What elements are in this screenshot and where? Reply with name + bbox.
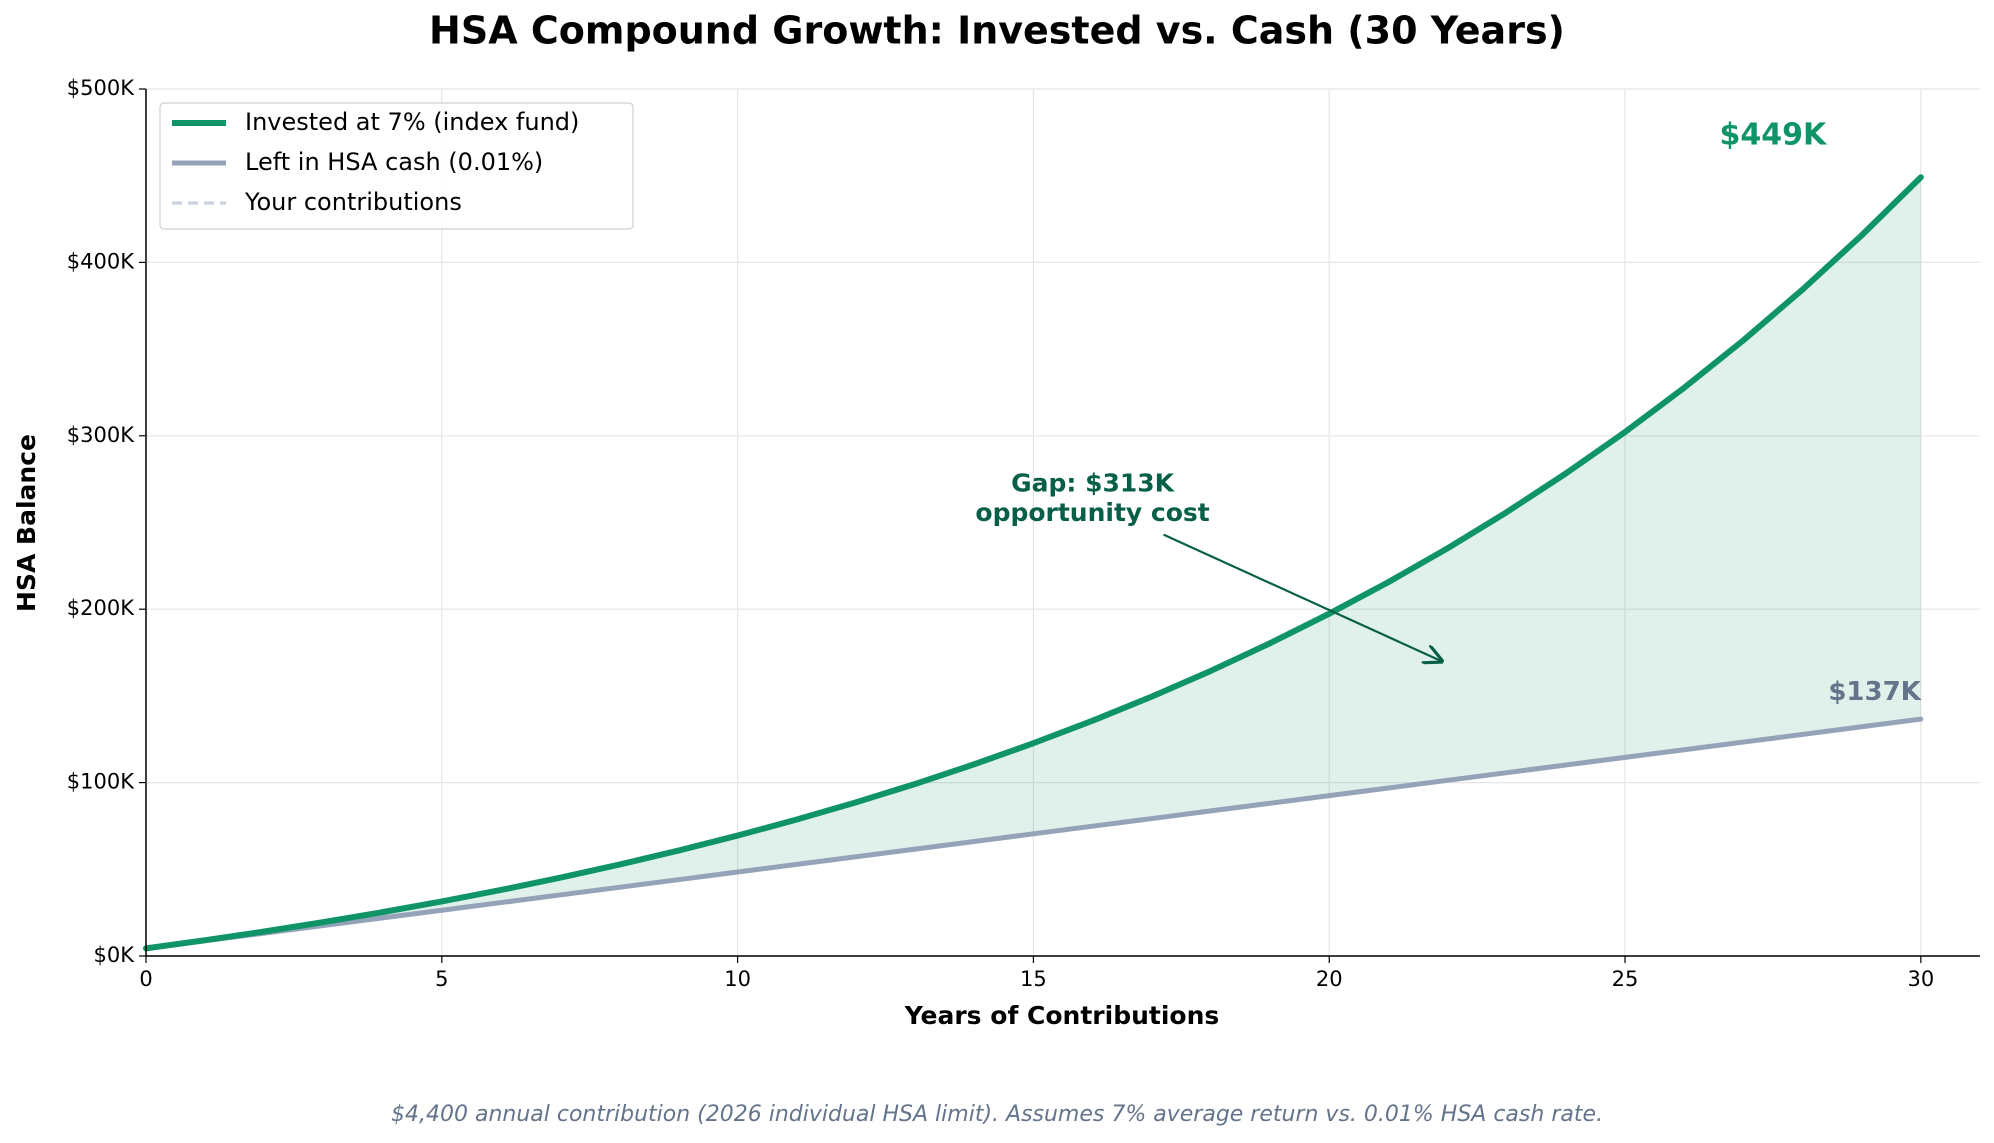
y-tick-label: $500K bbox=[67, 76, 135, 100]
chart-title: HSA Compound Growth: Invested vs. Cash (… bbox=[429, 9, 1565, 53]
series-line bbox=[143, 716, 1924, 951]
x-tick-label: 10 bbox=[724, 967, 751, 991]
y-tick-label: $100K bbox=[67, 770, 135, 794]
legend-label: Invested at 7% (index fund) bbox=[245, 108, 579, 136]
x-tick-label: 15 bbox=[1020, 967, 1047, 991]
x-tick-label: 25 bbox=[1612, 967, 1639, 991]
y-axis-label: HSA Balance bbox=[12, 434, 41, 612]
annotation: $449K bbox=[1720, 117, 1828, 152]
legend-label: Left in HSA cash (0.01%) bbox=[245, 148, 543, 176]
y-tick-label: $0K bbox=[94, 943, 136, 967]
annotation: opportunity cost bbox=[975, 498, 1209, 527]
x-tick-label: 5 bbox=[435, 967, 448, 991]
x-axis-label: Years of Contributions bbox=[904, 1001, 1220, 1030]
annotation: $137K bbox=[1828, 677, 1921, 707]
caption: $4,400 annual contribution (2026 individ… bbox=[391, 1102, 1603, 1127]
x-tick-label: 0 bbox=[139, 967, 152, 991]
annotation: Gap: $313K bbox=[1011, 468, 1176, 497]
legend: Invested at 7% (index fund) Left in HSA c… bbox=[159, 102, 634, 230]
x-tick-label: 30 bbox=[1907, 967, 1934, 991]
legend-label: Your contributions bbox=[244, 188, 462, 216]
x-tick-label: 20 bbox=[1316, 967, 1343, 991]
annotation-arrow bbox=[1163, 533, 1442, 662]
gap-area bbox=[146, 177, 1921, 949]
legend-box bbox=[159, 102, 634, 230]
y-tick-label: $400K bbox=[67, 249, 135, 273]
y-tick-label: $300K bbox=[67, 423, 135, 447]
series-line bbox=[143, 174, 1924, 952]
y-tick-label: $200K bbox=[67, 596, 135, 620]
